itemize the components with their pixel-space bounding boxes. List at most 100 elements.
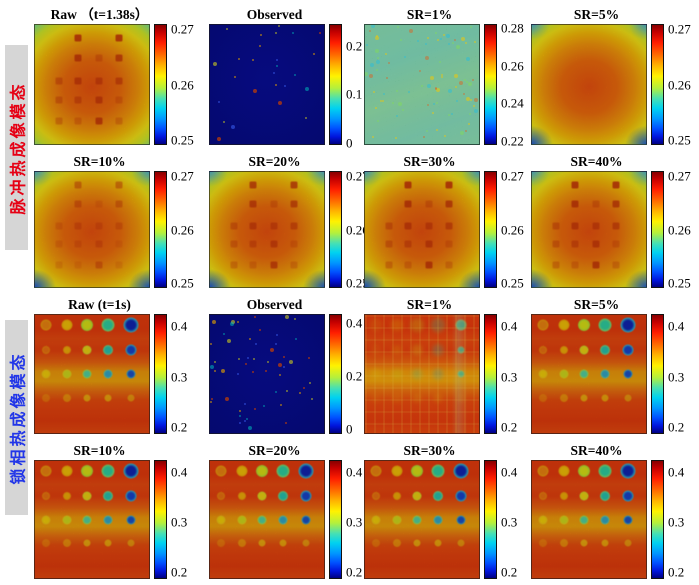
defect-spot	[601, 539, 609, 547]
defect-spot	[55, 117, 63, 125]
panel-title: SR=5%	[573, 297, 620, 312]
defect-spot	[425, 222, 433, 230]
panel-title: SR=1%	[406, 297, 453, 312]
row-lockin-2: SR=10% 0.4 0.3 0.2 SR=20% 0.4 0.3 0.2 SR=30%	[0, 440, 699, 579]
tick-label: 0.3	[501, 369, 518, 385]
defect-spot	[290, 240, 298, 248]
defect-spot	[55, 261, 63, 269]
defect-spot	[102, 345, 113, 356]
defect-spot	[95, 200, 103, 208]
colorbar	[329, 171, 342, 288]
defect-spot	[445, 240, 453, 248]
defect-spot	[95, 240, 103, 248]
tick-label: 0.26	[171, 222, 194, 237]
colorbar-ticks: 0.27 0.26 0.25	[664, 23, 699, 148]
defect-spot	[571, 200, 579, 208]
defect-spot	[62, 393, 71, 402]
defect-spot	[411, 368, 423, 380]
panel-pulse-sr40: SR=40% 0.27 0.26 0.25	[531, 151, 699, 291]
defect-spot	[95, 96, 103, 104]
panel-lockin-sr40: SR=40% 0.4 0.3 0.2	[531, 440, 699, 579]
defect-spot	[592, 240, 600, 248]
defect-spot	[453, 463, 469, 479]
tick-label: 0.4	[346, 315, 363, 331]
colorbar-ticks: 0.27 0.26 0.25	[167, 23, 209, 146]
colorbar-ticks: 0.4 0.3 0.2	[342, 460, 364, 579]
colorbar	[329, 24, 342, 145]
defect-spot	[290, 222, 298, 230]
panel-lockin-sr1: SR=1% 0.4 0.3 0.2	[364, 294, 531, 434]
defect-spot	[95, 54, 103, 62]
defect-spot	[571, 240, 579, 248]
defect-spot	[539, 538, 548, 547]
defect-spot	[371, 345, 382, 356]
defect-spot	[74, 261, 82, 269]
heatmap-image	[531, 314, 647, 434]
defect-spot	[559, 538, 568, 547]
heatmap-image	[364, 460, 480, 579]
defect-spot	[42, 492, 51, 501]
defect-spot	[537, 319, 549, 331]
defect-spot	[370, 368, 382, 380]
heatmap-image	[531, 460, 647, 579]
defect-spot	[249, 181, 257, 189]
defect-spot	[431, 464, 445, 478]
panel-title: Raw （t=1.38s）	[50, 7, 149, 22]
defect-spot	[456, 393, 466, 403]
defect-spot	[600, 515, 610, 524]
defect-spot	[256, 464, 269, 477]
defect-spot	[81, 464, 94, 477]
colorbar-ticks: 0.4 0.3 0.2	[497, 314, 531, 434]
noise-speckles	[365, 25, 367, 27]
panel-lockin-sr20: SR=20% 0.4 0.3 0.2	[209, 440, 364, 579]
defect-spot	[127, 539, 135, 547]
defect-spot	[258, 539, 266, 547]
defect-spot	[457, 539, 465, 547]
defect-spot	[445, 181, 453, 189]
colorbar	[329, 460, 342, 579]
defect-spot	[115, 200, 123, 208]
colorbar-ticks: 0.27 0.26 0.25	[664, 170, 699, 291]
defect-spot	[81, 319, 94, 332]
tick-label: 0.25	[668, 275, 691, 291]
tick-label: 0.25	[668, 132, 691, 148]
defect-spot	[601, 394, 609, 402]
colorbar-ticks: 0.4 0.3 0.2	[497, 460, 531, 579]
defect-spot	[612, 200, 620, 208]
defect-spot	[385, 240, 393, 248]
defect-spot	[412, 491, 422, 501]
defect-spot	[413, 539, 421, 547]
defect-spot	[622, 490, 634, 502]
tick-label: 0.26	[171, 77, 194, 92]
defect-spot	[559, 492, 568, 501]
defect-spot	[392, 492, 401, 501]
defect-spot	[552, 222, 560, 230]
colorbar-ticks: 0.2 0.1 0	[342, 24, 364, 149]
defect-spot	[74, 34, 82, 42]
panel-title: SR=40%	[570, 154, 623, 169]
defect-spot	[115, 54, 123, 62]
defect-spot	[539, 393, 548, 402]
tick-label: 0.2	[501, 419, 518, 435]
defect-spot	[391, 368, 403, 380]
defect-spot	[74, 96, 82, 104]
tick-label: 0.3	[171, 369, 188, 385]
tick-label: 0.4	[346, 464, 363, 480]
tick-label: 0.4	[171, 318, 188, 334]
tick-label: 0.1	[346, 86, 363, 102]
defect-spot	[623, 369, 633, 379]
colorbar	[154, 24, 167, 145]
defect-spot	[404, 240, 412, 248]
heatmap-image	[364, 24, 480, 145]
defect-spot	[455, 490, 467, 502]
defect-spot	[592, 261, 600, 269]
defect-spot	[411, 344, 423, 356]
defect-spot	[42, 346, 51, 355]
defect-spot	[455, 319, 467, 331]
defect-spot	[123, 463, 139, 479]
tick-label: 0.27	[346, 168, 369, 184]
defect-spot	[115, 261, 123, 269]
panel-title: SR=1%	[406, 7, 453, 22]
defect-spot	[537, 465, 549, 477]
defect-spot	[538, 515, 548, 524]
